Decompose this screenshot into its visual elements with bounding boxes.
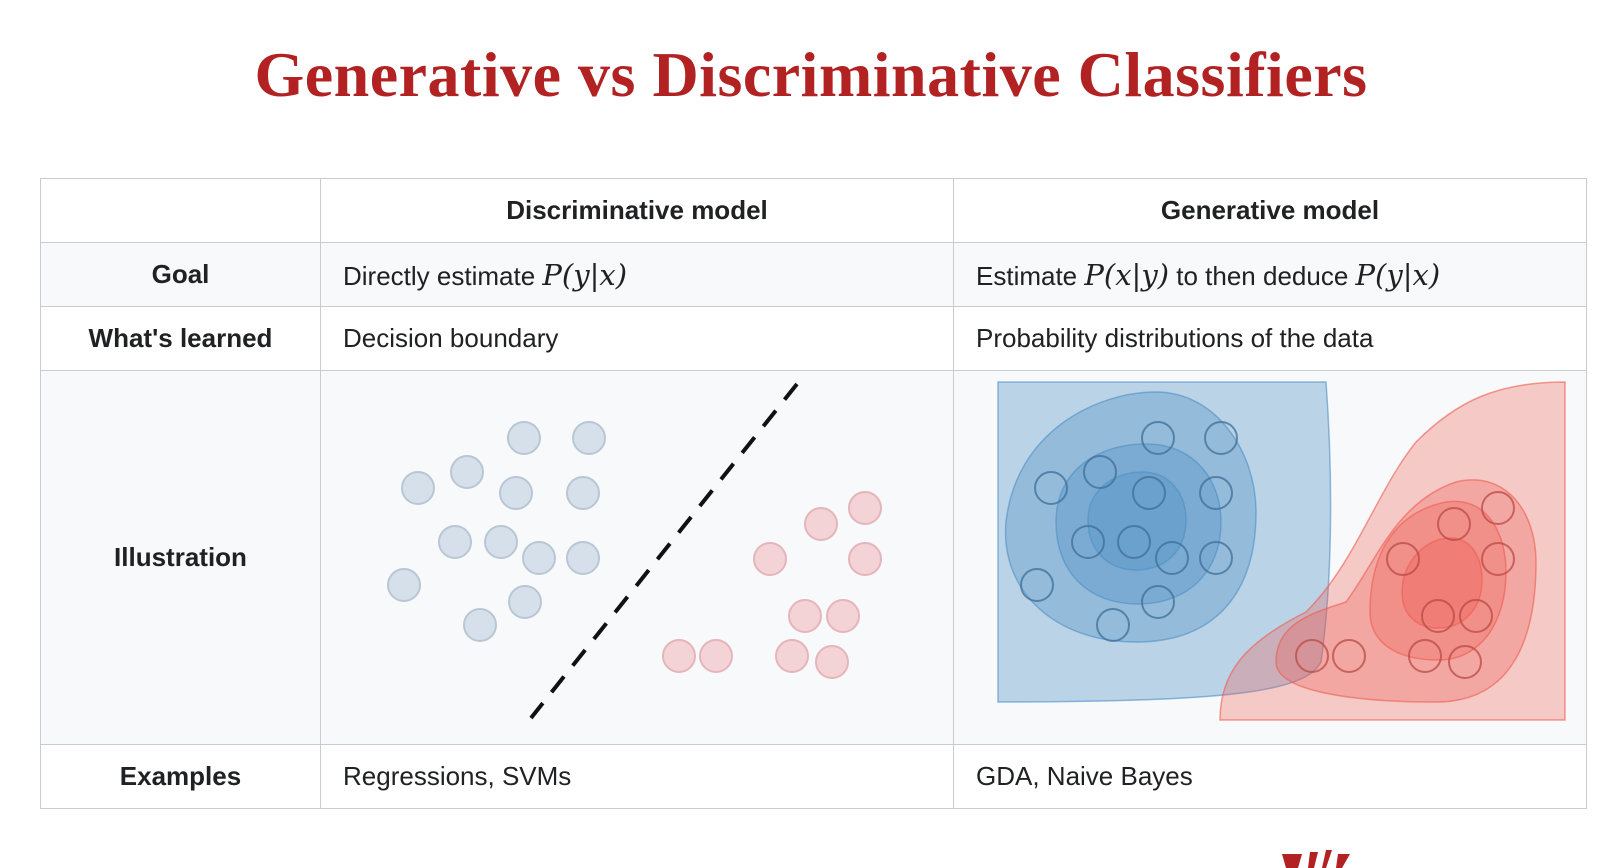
red-class-point (1481, 541, 1515, 576)
class-a-point (566, 540, 600, 575)
generative-goal-formula-1: P(x|y) (1084, 257, 1170, 292)
class-a-point (508, 584, 542, 619)
class-b-point (753, 541, 787, 576)
corner-header-cell (40, 178, 321, 243)
comparison-table: Discriminative model Generative model Go… (40, 178, 1587, 809)
class-b-point (848, 490, 882, 525)
table-row: Examples Regressions, SVMs GDA, Naive Ba… (40, 744, 1587, 809)
generative-goal-formula-2: P(y|x) (1355, 257, 1441, 292)
blue-class-point (1096, 607, 1130, 642)
blue-class-point (1141, 420, 1175, 455)
goal-row-label: Goal (40, 242, 321, 307)
red-class-points (1295, 490, 1515, 679)
class-b-point (848, 541, 882, 576)
class-a-point (401, 470, 435, 505)
discriminative-model-header: Discriminative model (320, 178, 954, 243)
page-title: Generative vs Discriminative Classifiers (254, 39, 1368, 110)
table-row: What's learned Decision boundary Probabi… (40, 306, 1587, 371)
blue-class-point (1083, 454, 1117, 489)
red-density-contour-outer (1219, 380, 1566, 721)
discriminative-goal-formula: P(y|x) (542, 257, 628, 292)
blue-class-point (1199, 475, 1233, 510)
blue-class-density-region (997, 380, 1332, 703)
red-class-point (1437, 506, 1471, 541)
blue-density-contour-3 (1055, 442, 1222, 605)
class-a-point (507, 420, 541, 455)
table-header-row: Discriminative model Generative model (40, 178, 1587, 243)
class-b-point (826, 598, 860, 633)
discriminative-goal-text: Directly estimate (343, 260, 543, 291)
illustration-row-label: Illustration (40, 370, 321, 745)
discriminative-goal-cell: Directly estimate P(y|x) (320, 242, 954, 307)
red-class-point (1421, 598, 1455, 633)
class-b-point (788, 598, 822, 633)
decision-boundary-illustration (387, 382, 882, 719)
red-class-point (1295, 638, 1329, 673)
red-class-point (1459, 598, 1493, 633)
class-a-point (387, 567, 421, 602)
red-class-point (1408, 638, 1442, 673)
red-class-point (1448, 644, 1482, 679)
blue-class-point (1117, 524, 1151, 559)
generative-goal-text-1: Estimate (976, 260, 1085, 291)
class-a-points (387, 420, 606, 642)
generative-model-header: Generative model (953, 178, 1587, 243)
blue-class-point (1132, 475, 1166, 510)
discriminative-illustration-cell (320, 370, 954, 745)
generative-examples-cell: GDA, Naive Bayes (953, 744, 1587, 809)
blue-class-point (1034, 470, 1068, 505)
class-a-point (499, 475, 533, 510)
discriminative-examples-cell: Regressions, SVMs (320, 744, 954, 809)
probability-distribution-illustration (997, 380, 1566, 721)
blue-class-point (1071, 524, 1105, 559)
generative-goal-cell: Estimate P(x|y) to then deduce P(y|x) (953, 242, 1587, 307)
red-class-point (1332, 638, 1366, 673)
whats-learned-row-label: What's learned (40, 306, 321, 371)
blue-class-point (1141, 584, 1175, 619)
class-a-point (438, 524, 472, 559)
table-row: Illustration (40, 370, 1587, 745)
discriminative-learned-cell: Decision boundary (320, 306, 954, 371)
class-b-point (662, 638, 696, 673)
class-b-point (699, 638, 733, 673)
blue-class-point (1199, 540, 1233, 575)
class-a-point (463, 607, 497, 642)
decision-boundary-line (529, 382, 799, 719)
class-b-point (804, 506, 838, 541)
generative-illustration-cell (953, 370, 1587, 745)
blue-density-contour-2 (1004, 390, 1257, 643)
blue-class-point (1155, 540, 1189, 575)
institution-logo-icon (1282, 850, 1350, 868)
class-a-point (450, 454, 484, 489)
red-class-point (1386, 541, 1420, 576)
blue-density-contour-inner (1087, 470, 1187, 571)
red-class-point (1481, 490, 1515, 525)
class-a-point (566, 475, 600, 510)
class-a-point (484, 524, 518, 559)
class-a-point (572, 420, 606, 455)
blue-class-point (1204, 420, 1238, 455)
generative-learned-cell: Probability distributions of the data (953, 306, 1587, 371)
class-a-point (522, 540, 556, 575)
class-b-point (775, 638, 809, 673)
blue-class-points (1020, 420, 1238, 642)
table-row: Goal Directly estimate P(y|x) Estimate P… (40, 242, 1587, 307)
blue-class-point (1020, 567, 1054, 602)
generative-goal-text-2: to then deduce (1169, 260, 1356, 291)
class-b-point (815, 644, 849, 679)
class-b-points (662, 490, 882, 679)
examples-row-label: Examples (40, 744, 321, 809)
